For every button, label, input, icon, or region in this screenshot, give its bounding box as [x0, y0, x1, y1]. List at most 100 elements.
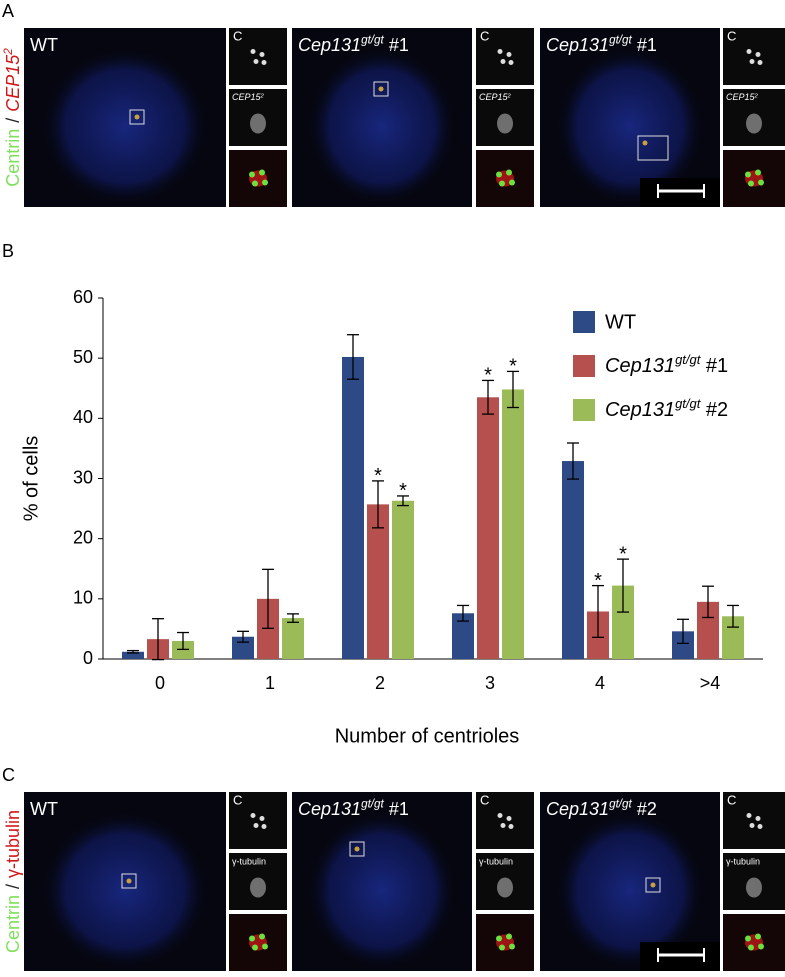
- inset-label: γ-tubulin: [479, 856, 513, 866]
- inset-label: CEP152: [232, 92, 265, 102]
- merge-green: [252, 944, 258, 951]
- centriole: [757, 60, 763, 65]
- centriole: [261, 60, 267, 65]
- legend-swatch: [573, 399, 595, 421]
- merge-green: [249, 171, 255, 178]
- centriole: [261, 824, 267, 829]
- centriole: [497, 49, 503, 54]
- stain-signal: [497, 113, 513, 134]
- bar: [477, 397, 499, 659]
- inset-label: C: [727, 792, 736, 807]
- image-label: WT: [30, 799, 58, 819]
- stain-label-part: Centrin: [3, 895, 23, 953]
- error-bar: [177, 631, 189, 651]
- error-bar: [617, 558, 629, 613]
- legend-label: WT: [605, 311, 636, 333]
- bar: [502, 389, 524, 659]
- centrosome: [650, 882, 656, 888]
- merge-green: [509, 943, 515, 950]
- centriole: [250, 49, 256, 54]
- error-bar: [372, 480, 384, 529]
- stain-label: Centrin / γ-tubulin: [3, 810, 23, 953]
- error-bar: [347, 334, 359, 380]
- merge-green: [745, 935, 751, 942]
- error-bar: [677, 618, 689, 645]
- merge-green: [262, 943, 268, 950]
- y-tick-label: 60: [73, 287, 93, 307]
- merge-green: [758, 943, 764, 950]
- y-tick-label: 0: [83, 648, 93, 668]
- error-bar: [702, 585, 714, 619]
- x-tick-label: 4: [595, 673, 605, 693]
- stain-label-part: Centrin: [3, 129, 23, 187]
- image-label: WT: [30, 35, 58, 55]
- image-label: Cep131gt/gt #2: [546, 798, 657, 819]
- legend-label: Cep131gt/gt #1: [605, 353, 728, 378]
- stain-signal: [250, 877, 266, 898]
- roi-box: [373, 81, 389, 97]
- stain-signal: [746, 113, 762, 134]
- roi-box: [121, 873, 137, 889]
- merge-green: [252, 180, 258, 187]
- bar: [672, 631, 694, 659]
- significance-marker: *: [374, 465, 382, 487]
- error-bar: [482, 379, 494, 415]
- bar: [697, 601, 719, 659]
- centrosome: [354, 846, 360, 852]
- centriole: [259, 816, 265, 821]
- bar: [367, 504, 389, 659]
- error-bar: [457, 604, 469, 622]
- inset-label: C: [480, 28, 489, 43]
- error-bar: [127, 649, 139, 654]
- centriole: [755, 816, 761, 821]
- stain-label-part: γ-tubulin: [3, 810, 23, 878]
- merge-green: [496, 171, 502, 178]
- centrosome: [378, 86, 384, 92]
- panel-letter: B: [2, 241, 14, 261]
- centriole: [500, 823, 506, 828]
- roi-box: [349, 841, 365, 857]
- nucleus: [40, 45, 210, 207]
- image-label: Cep131gt/gt #1: [298, 798, 409, 819]
- centriole: [757, 824, 763, 829]
- x-tick-label: 3: [485, 673, 495, 693]
- legend-swatch: [573, 311, 595, 333]
- centriole: [250, 813, 256, 818]
- merge-green: [748, 944, 754, 951]
- centriole: [508, 60, 514, 65]
- inset-label: C: [233, 28, 242, 43]
- stain-signal: [746, 877, 762, 898]
- error-bar: [152, 618, 164, 661]
- stain-signal: [497, 877, 513, 898]
- nucleus: [306, 45, 458, 207]
- bar: [282, 618, 304, 659]
- centriole: [749, 59, 755, 64]
- roi-box: [637, 135, 669, 161]
- inset: [723, 28, 785, 85]
- y-tick-label: 10: [73, 588, 93, 608]
- y-tick-label: 30: [73, 467, 93, 487]
- merge-green: [259, 169, 265, 176]
- inset-label: γ-tubulin: [232, 856, 266, 866]
- significance-marker: *: [399, 480, 407, 502]
- x-tick-label: 1: [265, 673, 275, 693]
- merge-green: [748, 180, 754, 187]
- error-bar: [567, 442, 579, 480]
- inset-label: CEP152: [726, 92, 759, 102]
- error-bar: [592, 584, 604, 638]
- merge-green: [745, 171, 751, 178]
- inset: [476, 28, 534, 85]
- inset: [229, 792, 287, 849]
- stain-signal: [250, 113, 266, 134]
- roi-box: [129, 109, 145, 125]
- roi-box: [645, 877, 661, 893]
- y-tick-label: 40: [73, 407, 93, 427]
- significance-marker: *: [509, 356, 517, 378]
- inset: [476, 792, 534, 849]
- image-label: Cep131gt/gt #1: [298, 34, 409, 55]
- centriole: [497, 813, 503, 818]
- x-tick-label: >4: [700, 673, 721, 693]
- merge-green: [259, 933, 265, 940]
- centrosome: [126, 878, 132, 884]
- y-axis-label: % of cells: [20, 436, 42, 522]
